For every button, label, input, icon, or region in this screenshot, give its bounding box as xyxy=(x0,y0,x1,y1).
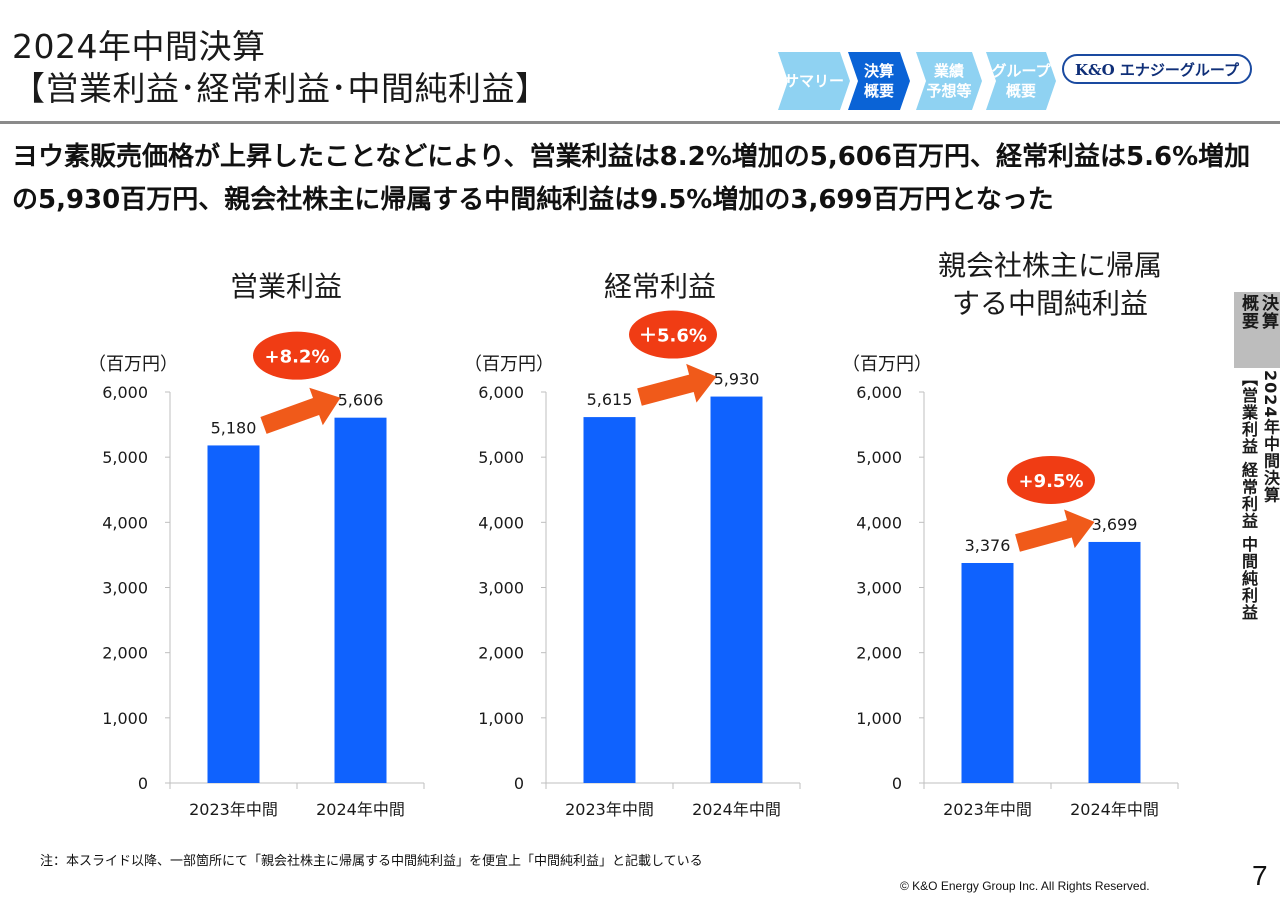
bar xyxy=(710,396,763,783)
side-tab-line1: 決算 xyxy=(1258,294,1278,330)
page-title: 2024年中間決算 【営業利益･経常利益･中間純利益】 xyxy=(12,26,549,110)
x-tick-label: 2023年中間 xyxy=(943,800,1032,819)
y-tick-label: 5,000 xyxy=(478,448,524,467)
company-logo: K&O エナジーグループ xyxy=(1062,54,1252,84)
nav-step-results[interactable]: 決算 概要 xyxy=(848,52,910,110)
chart-title-line: 営業利益 xyxy=(229,270,342,303)
growth-badge xyxy=(629,310,717,359)
chart-title-line: 経常利益 xyxy=(603,270,716,303)
data-label: 5,606 xyxy=(338,391,384,410)
y-tick-label: 0 xyxy=(892,774,902,793)
data-label: 5,615 xyxy=(587,390,633,409)
side-vertical-subtitle: 【営業利益 経常利益 中間純利益 xyxy=(1239,370,1258,622)
nav-step-forecast[interactable]: 業績 予想等 xyxy=(916,52,982,110)
y-tick-label: 6,000 xyxy=(102,383,148,402)
y-tick-label: 3,000 xyxy=(856,579,902,598)
side-tab-line2: 概要 xyxy=(1238,294,1258,330)
y-tick-label: 5,000 xyxy=(856,448,902,467)
header-divider xyxy=(0,121,1280,124)
nav-step-label: サマリー xyxy=(783,72,844,90)
bar xyxy=(961,562,1014,783)
y-axis-unit-label: （百万円） xyxy=(88,354,178,375)
y-tick-label: 6,000 xyxy=(478,383,524,402)
nav-step-label: 業績 予想等 xyxy=(926,62,972,100)
data-label: 3,376 xyxy=(965,536,1011,555)
data-label: 5,930 xyxy=(714,370,760,389)
growth-badge-label: +9.5% xyxy=(1018,471,1083,492)
y-tick-label: 1,000 xyxy=(478,709,524,728)
nav-step-group[interactable]: グループ 概要 xyxy=(986,52,1056,110)
y-tick-label: 0 xyxy=(138,774,148,793)
growth-arrow xyxy=(1015,509,1095,552)
y-tick-label: 2,000 xyxy=(856,644,902,663)
chart-title-operating-profit: 営業利益 xyxy=(186,268,386,306)
growth-badge-label: ＋5.6% xyxy=(639,326,707,347)
chart-title-line: 親会社株主に帰属 xyxy=(937,249,1162,282)
chart-title-line: する中間純利益 xyxy=(951,287,1148,320)
chart-title-ordinary-profit: 経常利益 xyxy=(560,268,760,306)
bar xyxy=(334,417,387,783)
chart-title-net-profit: 親会社株主に帰属 する中間純利益 xyxy=(890,247,1210,323)
footnote: 注：本スライド以降、一部箇所にて「親会社株主に帰属する中間純利益」を便宜上「中間… xyxy=(40,854,703,869)
x-tick-label: 2023年中間 xyxy=(565,800,654,819)
nav-step-label: 決算 概要 xyxy=(863,62,894,100)
copyright: © K&O Energy Group Inc. All Rights Reser… xyxy=(900,879,1150,893)
data-label: 3,699 xyxy=(1092,515,1138,534)
growth-badge xyxy=(253,331,341,380)
y-tick-label: 3,000 xyxy=(478,579,524,598)
y-tick-label: 4,000 xyxy=(102,513,148,532)
x-tick-label: 2024年中間 xyxy=(692,800,781,819)
side-section-tab[interactable]: 決算 概要 xyxy=(1234,292,1280,368)
bar xyxy=(583,417,636,783)
y-tick-label: 2,000 xyxy=(102,644,148,663)
y-tick-label: 4,000 xyxy=(856,513,902,532)
y-axis-unit-label: （百万円） xyxy=(464,354,554,375)
y-tick-label: 6,000 xyxy=(856,383,902,402)
nav-step-summary[interactable]: サマリー xyxy=(778,52,850,110)
x-tick-label: 2024年中間 xyxy=(1070,800,1159,819)
section-nav: サマリー 決算 概要 業績 予想等 グループ 概要 xyxy=(778,52,1088,110)
growth-badge xyxy=(1007,455,1095,504)
bar xyxy=(207,445,260,783)
data-label: 5,180 xyxy=(211,418,257,437)
y-axis-unit-label: （百万円） xyxy=(842,354,932,375)
lead-text: ヨウ素販売価格が上昇したことなどにより、営業利益は8.2%増加の5,606百万円… xyxy=(12,142,1251,215)
y-tick-label: 5,000 xyxy=(102,448,148,467)
growth-arrow xyxy=(260,387,341,434)
page-number: 7 xyxy=(1252,860,1268,891)
y-tick-label: 0 xyxy=(514,774,524,793)
y-tick-label: 1,000 xyxy=(102,709,148,728)
side-vertical-title: 2024年中間決算 xyxy=(1261,370,1280,504)
growth-badge-label: +8.2% xyxy=(264,347,329,368)
growth-arrow xyxy=(637,363,717,406)
y-tick-label: 2,000 xyxy=(478,644,524,663)
nav-step-label: グループ 概要 xyxy=(991,62,1051,100)
page-title-line2: 【営業利益･経常利益･中間純利益】 xyxy=(12,69,549,108)
x-tick-label: 2023年中間 xyxy=(189,800,278,819)
page-title-line1: 2024年中間決算 xyxy=(12,27,266,66)
y-tick-label: 4,000 xyxy=(478,513,524,532)
y-tick-label: 3,000 xyxy=(102,579,148,598)
x-tick-label: 2024年中間 xyxy=(316,800,405,819)
bar xyxy=(1088,541,1141,783)
y-tick-label: 1,000 xyxy=(856,709,902,728)
